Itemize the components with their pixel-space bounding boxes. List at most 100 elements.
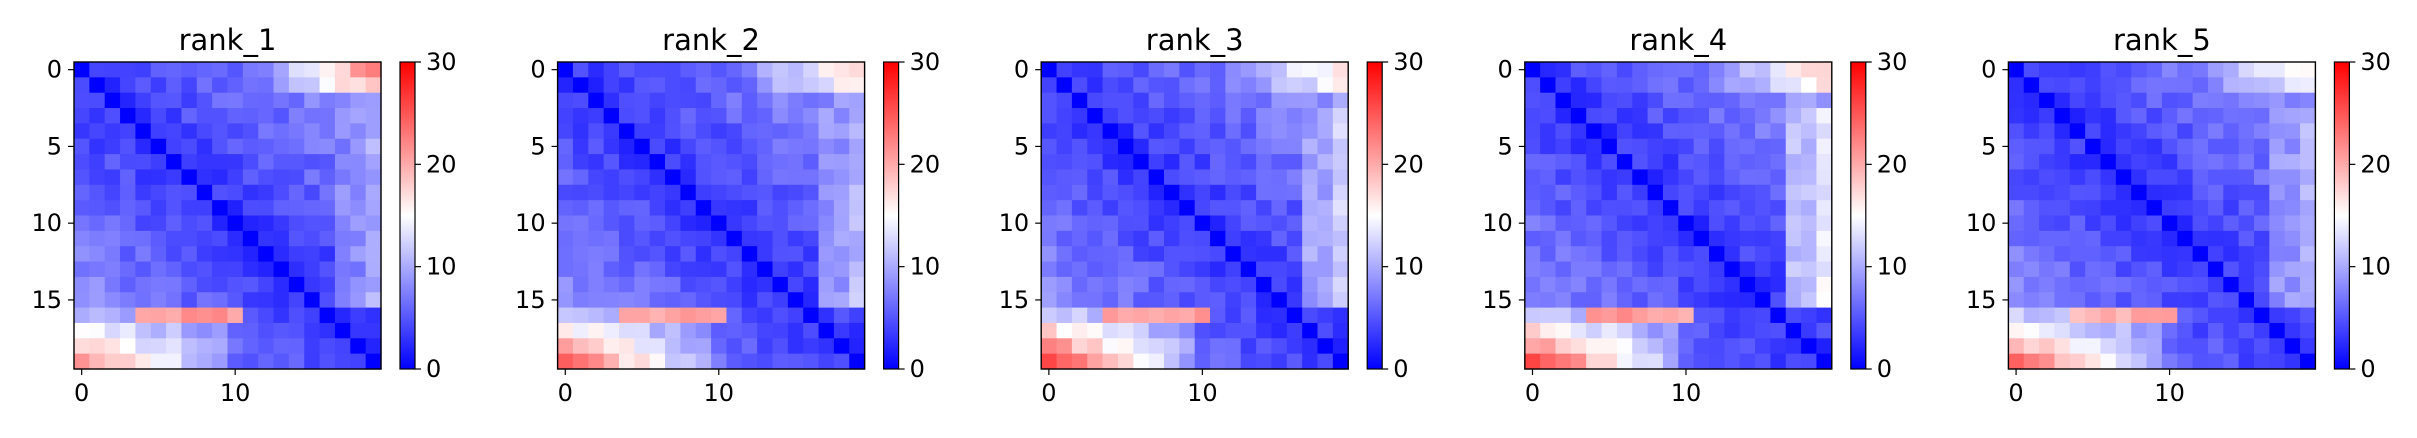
heatmap-cell [1240,230,1257,247]
heatmap-cell [1555,138,1572,155]
heatmap-cell [772,200,789,217]
heatmap-cell [833,246,850,263]
heatmap-cell [1102,138,1119,155]
heatmap-cell [603,292,620,309]
heatmap-cell [242,200,259,217]
heatmap-cell [1194,353,1211,370]
heatmap-cell [1164,338,1180,355]
heatmap-cell [2177,154,2194,171]
heatmap-cell [818,92,835,109]
heatmap-cell [1071,276,1088,293]
heatmap-cell [1540,92,1557,109]
colorbar-tick-label: 30 [910,48,941,76]
heatmap-cell [2207,62,2224,78]
heatmap-cell [1179,261,1196,278]
heatmap-cell [89,307,106,324]
heatmap-cell [1693,184,1710,201]
heatmap-cell [2300,215,2316,232]
heatmap-cell [1632,307,1649,324]
heatmap-cell [273,108,290,124]
heatmap-cell [334,138,351,155]
heatmap-cell [2008,62,2025,78]
heatmap-cell [2039,184,2056,201]
heatmap-cell [833,123,850,140]
heatmap-cell [89,246,106,263]
x-tick-label: 0 [74,379,89,407]
heatmap-cell [649,169,666,186]
heatmap-cell [665,169,681,186]
heatmap-cell [1164,307,1180,324]
heatmap-cell [2254,62,2270,78]
heatmap-cell [2284,184,2301,201]
heatmap-cell [1056,215,1073,232]
heatmap-cell [619,230,635,247]
heatmap-cell [196,307,213,324]
heatmap-cell [2054,353,2071,370]
heatmap-cell [665,184,681,201]
heatmap-cell [1071,62,1088,78]
heatmap-cell [695,322,712,339]
heatmap-cell [74,123,90,140]
heatmap-cell [557,230,574,247]
heatmap-cell [258,246,275,263]
heatmap-cell [1616,276,1633,293]
heatmap-cell [1179,200,1196,217]
heatmap-cell [1616,246,1633,263]
heatmap-cell [2054,62,2071,78]
heatmap-cell [212,276,229,293]
heatmap-cell [741,77,758,94]
heatmap-cell [2085,261,2102,278]
heatmap-cell [227,307,244,324]
heatmap-cell [695,246,712,263]
heatmap-cell [1194,123,1211,140]
heatmap-cell [2254,154,2270,171]
heatmap-cell [135,92,152,109]
heatmap-cell [572,261,589,278]
heatmap-cell [1317,230,1334,247]
heatmap-cell [2039,154,2056,171]
heatmap-cell [2284,138,2301,155]
colorbar-tick-label: 10 [426,253,457,281]
heatmap-cell [1616,62,1633,78]
heatmap-cell [1087,322,1104,339]
heatmap-cell [619,307,635,324]
heatmap-cell [181,322,198,339]
heatmap-cell [1164,230,1180,247]
heatmap-cell [711,338,728,355]
heatmap-cell [1225,154,1242,171]
heatmap-cell [2039,92,2056,109]
heatmap-cell [557,92,574,109]
heatmap-cell [711,62,728,78]
heatmap-cell [1164,169,1180,186]
heatmap-cell [1724,292,1741,309]
heatmap-cell [2161,261,2178,278]
heatmap-cell [2100,307,2117,324]
heatmap-cell [350,108,367,124]
heatmap-cell [695,154,712,171]
heatmap-cell [2161,215,2178,232]
heatmap-cell [1332,92,1349,109]
heatmap-cell [1332,154,1349,171]
heatmap-cell [649,276,666,293]
heatmap-cell [1816,108,1833,124]
heatmap-cell [2146,154,2163,171]
heatmap-cell [1739,261,1756,278]
heatmap-cell [619,62,635,78]
heatmap-cell [1071,77,1088,94]
heatmap-cell [1586,215,1603,232]
heatmap-cell [2146,230,2163,247]
heatmap-cell [242,246,259,263]
heatmap-cell [1117,77,1134,94]
heatmap-cell [135,77,152,94]
heatmap-cell [1662,307,1679,324]
heatmap-cell [1286,138,1303,155]
heatmap-cell [2100,77,2117,94]
heatmap-cell [1240,123,1257,140]
heatmap-cell [833,292,850,309]
heatmap-cell [319,123,336,140]
heatmap-cell [227,292,244,309]
heatmap-cell [757,123,774,140]
heatmap-cell [1678,246,1695,263]
heatmap-cell [166,154,183,171]
heatmap-cell [1632,138,1649,155]
